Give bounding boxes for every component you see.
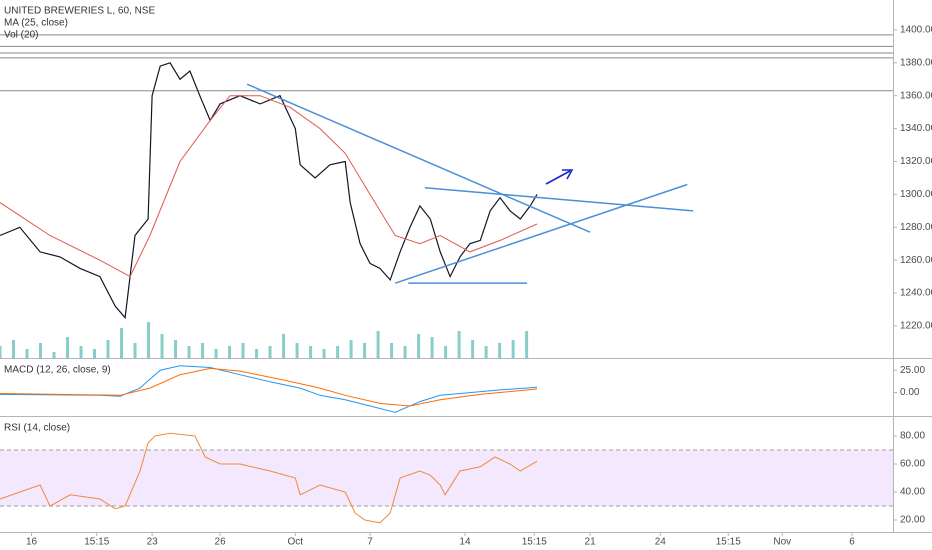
series-line [0, 365, 538, 413]
y-tick-label: 0.00 [900, 387, 920, 398]
y-tick-label: 1360.00 [900, 90, 932, 101]
volume-bar [417, 334, 421, 358]
volume-bar [349, 340, 353, 358]
volume-bar [147, 322, 151, 358]
series-line [0, 432, 538, 524]
pane-title: RSI (14, close) [4, 423, 70, 434]
y-tick-label: 1220.00 [900, 321, 932, 332]
volume-bar [457, 331, 461, 358]
trendline [246, 83, 591, 233]
volume-bar [187, 346, 191, 358]
volume-bar [241, 343, 245, 358]
x-tick-label: 7 [367, 537, 373, 548]
volume-bar [309, 346, 313, 358]
volume-bar [66, 337, 70, 358]
volume-bar [106, 340, 110, 358]
volume-bar [52, 352, 56, 358]
y-tick-label: 1400.00 [900, 25, 932, 36]
y-tick-label: 1380.00 [900, 57, 932, 68]
volume-bar [120, 328, 124, 358]
volume-bar [498, 343, 502, 358]
x-tick-label: 24 [655, 537, 667, 548]
volume-bar [444, 346, 448, 358]
volume-bar [390, 343, 394, 358]
x-tick-label: 14 [459, 537, 471, 548]
x-tick-label: 15:15 [716, 537, 741, 548]
x-tick-label: 21 [585, 537, 597, 548]
pane-title: MACD (12, 26, close, 9) [4, 365, 111, 376]
volume-bar [376, 331, 380, 358]
legend-entry: MA (25, close) [4, 18, 68, 29]
volume-bar [79, 346, 83, 358]
volume-bar [39, 343, 43, 358]
x-tick-label: 23 [147, 537, 159, 548]
y-tick-label: 40.00 [900, 487, 925, 498]
trendline [394, 183, 688, 284]
volume-bar [228, 346, 232, 358]
y-tick-label: 1280.00 [900, 222, 932, 233]
volume-bar [201, 343, 205, 358]
volume-bar [12, 340, 16, 358]
volume-bar [336, 346, 340, 358]
x-tick-label: Oct [287, 537, 303, 548]
y-tick-label: 20.00 [900, 515, 925, 526]
series-line [0, 95, 538, 278]
volume-bar [363, 343, 367, 358]
volume-bar [511, 340, 515, 358]
y-tick-label: 80.00 [900, 431, 925, 442]
volume-bar [133, 343, 137, 358]
volume-bar [322, 349, 326, 358]
volume-bar [214, 349, 218, 358]
volume-bar [430, 337, 434, 358]
volume-bar [25, 349, 29, 358]
volume-bar [0, 346, 2, 358]
x-tick-label: 15:15 [84, 537, 109, 548]
y-tick-label: 60.00 [900, 459, 925, 470]
volume-bar [255, 349, 259, 358]
volume-bar [471, 340, 475, 358]
y-tick-label: 1340.00 [900, 123, 932, 134]
volume-bar [484, 346, 488, 358]
volume-bar [525, 331, 529, 358]
y-tick-label: 1320.00 [900, 156, 932, 167]
volume-bar [174, 340, 178, 358]
volume-bar [160, 334, 164, 358]
y-tick-label: 1260.00 [900, 255, 932, 266]
volume-bar [268, 346, 272, 358]
x-tick-label: 26 [215, 537, 227, 548]
trendline [424, 187, 694, 212]
arrow-drawing [545, 169, 574, 185]
series-line [0, 367, 538, 407]
y-tick-label: 25.00 [900, 365, 925, 376]
x-tick-label: Nov [773, 537, 791, 548]
x-tick-label: 16 [26, 537, 38, 548]
rsi-band [0, 450, 893, 506]
legend-entry: Vol (20) [4, 30, 38, 41]
y-tick-label: 1300.00 [900, 189, 932, 200]
volume-bar [282, 334, 286, 358]
x-tick-label: 6 [849, 537, 855, 548]
pane-title: UNITED BREWERIES L, 60, NSE [4, 6, 155, 17]
volume-bar [403, 346, 407, 358]
x-tick-label: 15:15 [522, 537, 547, 548]
y-tick-label: 1240.00 [900, 288, 932, 299]
volume-bar [93, 349, 97, 358]
volume-bar [295, 343, 299, 358]
